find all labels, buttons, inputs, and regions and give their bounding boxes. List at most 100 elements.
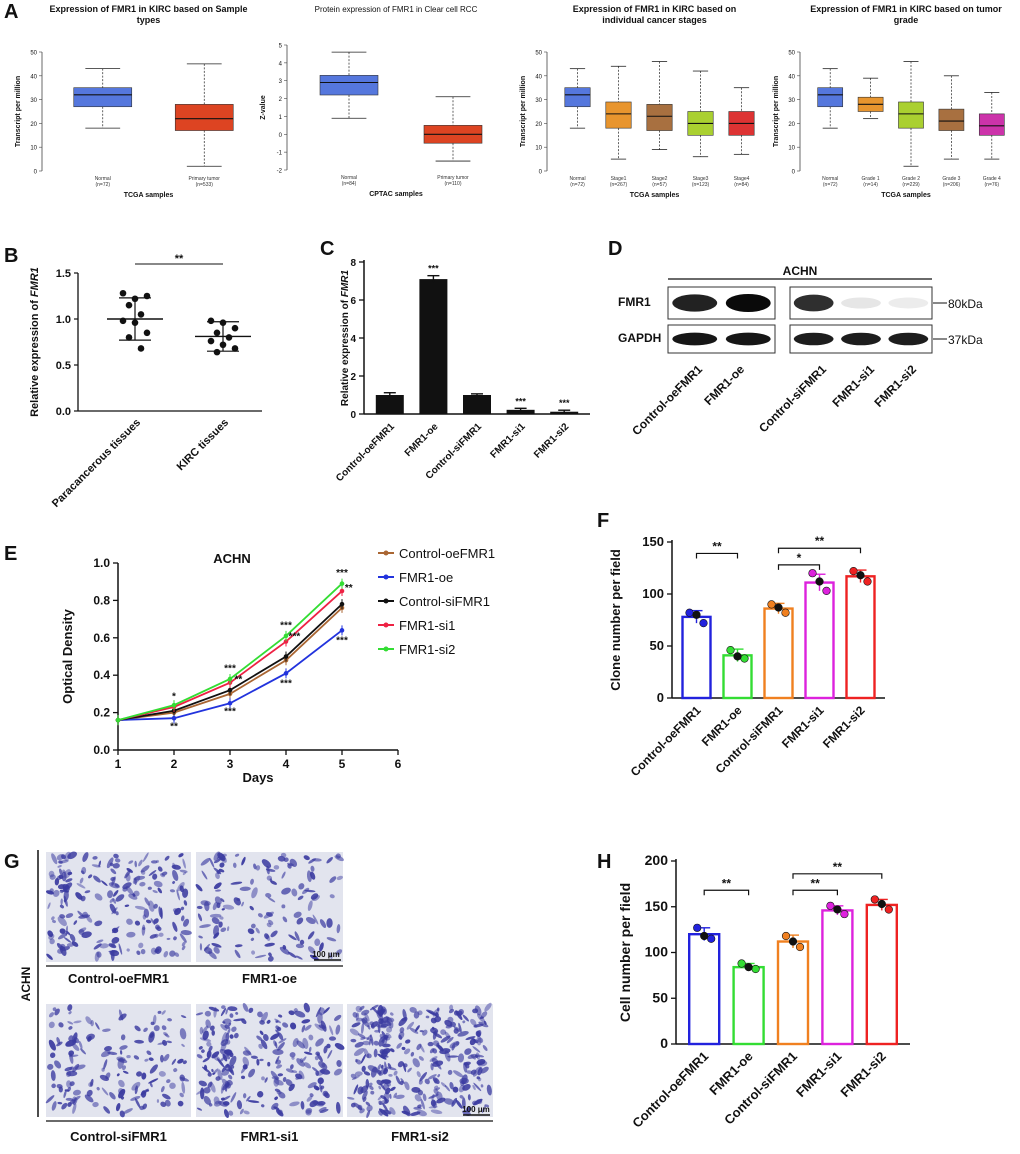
stained-cell xyxy=(416,1043,422,1051)
stained-cell xyxy=(219,1056,226,1062)
stained-cell xyxy=(434,1085,439,1090)
stained-cell xyxy=(365,1078,370,1089)
stained-cell xyxy=(267,1061,271,1067)
stained-cell xyxy=(349,1028,360,1036)
stained-cell xyxy=(163,1053,170,1062)
stained-cell xyxy=(211,917,220,925)
stained-cell xyxy=(388,1017,395,1022)
stained-cell xyxy=(298,1070,305,1080)
stained-cell xyxy=(260,1011,268,1023)
stained-cell xyxy=(369,1085,374,1090)
stained-cell xyxy=(59,904,64,909)
stained-cell xyxy=(211,1030,215,1036)
stained-cell xyxy=(308,858,316,864)
box-grade-3 xyxy=(938,108,965,131)
stained-cell xyxy=(242,1064,248,1070)
data-point xyxy=(788,937,798,946)
stained-cell xyxy=(297,895,304,901)
stained-cell xyxy=(447,1069,453,1075)
stained-cell xyxy=(370,1021,379,1028)
data-point xyxy=(781,608,790,617)
stained-cell xyxy=(160,1085,165,1093)
stained-cell xyxy=(134,920,141,926)
band-fmr1-lane1 xyxy=(672,294,718,312)
stained-cell xyxy=(108,950,118,953)
stained-cell xyxy=(390,1086,396,1092)
stained-cell xyxy=(64,1089,70,1092)
micrograph-label: FMR1-si2 xyxy=(391,1129,449,1144)
stained-cell xyxy=(432,1031,443,1039)
micrograph-label: Control-oeFMR1 xyxy=(68,971,169,986)
stained-cell xyxy=(212,1068,219,1075)
data-point xyxy=(863,577,872,586)
stained-cell xyxy=(52,919,57,924)
significance-label: ** xyxy=(722,876,732,890)
stained-cell xyxy=(221,1005,226,1009)
category-label: Grade 4 xyxy=(983,176,1001,182)
series-point xyxy=(283,671,289,676)
data-point xyxy=(774,603,783,612)
stained-cell xyxy=(464,1062,470,1069)
stained-cell xyxy=(78,927,87,933)
category-label: Stage2 xyxy=(652,176,668,182)
data-point xyxy=(219,341,227,349)
stained-cell xyxy=(251,887,258,899)
stained-cell xyxy=(409,1007,417,1013)
stained-cell xyxy=(436,1043,440,1048)
stained-cell xyxy=(142,852,149,862)
micrograph-fmr1-si1 xyxy=(195,1002,345,1119)
data-point xyxy=(119,317,127,325)
stained-cell xyxy=(382,1109,391,1115)
stained-cell xyxy=(321,1063,326,1068)
stained-cell xyxy=(213,882,222,890)
stained-cell xyxy=(228,1074,233,1080)
bar-fmr1-si2 xyxy=(865,903,898,1046)
bar-fmr1-si1 xyxy=(821,909,854,1046)
stained-cell xyxy=(171,864,181,870)
box-stage1 xyxy=(605,101,632,129)
stained-cell xyxy=(430,1099,437,1107)
lane-label: FMR1-oe xyxy=(701,362,747,408)
stained-cell xyxy=(220,1007,227,1017)
y-axis-gene: FMR1 xyxy=(29,267,41,297)
stained-cell xyxy=(226,1063,234,1074)
stained-cell xyxy=(182,858,186,869)
panel-label-b: B xyxy=(4,245,18,267)
stained-cell xyxy=(302,887,310,895)
y-axis-label: Transcript per million xyxy=(520,76,527,147)
stained-cell xyxy=(278,1014,283,1018)
stained-cell xyxy=(48,1039,56,1051)
stained-cell xyxy=(48,1012,55,1018)
stained-cell xyxy=(266,1019,271,1024)
stained-cell xyxy=(220,898,225,903)
stained-cell xyxy=(72,1095,81,1102)
stained-cell xyxy=(464,1048,472,1055)
stained-cell xyxy=(157,866,163,872)
stained-cell xyxy=(475,1054,485,1058)
stained-cell xyxy=(472,1084,476,1091)
stained-cell xyxy=(244,1046,252,1056)
stained-cell xyxy=(293,911,302,918)
x-axis-label: TCGA samples xyxy=(124,192,174,199)
stained-cell xyxy=(287,951,297,959)
y-tick-label: 30 xyxy=(535,98,542,104)
stained-cell xyxy=(63,869,72,879)
stained-cell xyxy=(169,889,176,893)
stained-cell xyxy=(110,868,117,875)
stained-cell xyxy=(335,949,343,956)
stained-cell xyxy=(208,1045,213,1052)
significance-bracket xyxy=(695,552,739,559)
stained-cell xyxy=(276,1064,282,1069)
y-tick-label: 0 xyxy=(279,133,283,139)
stained-cell xyxy=(171,1058,177,1065)
stained-cell xyxy=(161,1010,166,1015)
stained-cell xyxy=(382,1102,388,1112)
stained-cell xyxy=(154,948,160,953)
stained-cell xyxy=(65,878,73,883)
series-point xyxy=(227,687,233,693)
data-point xyxy=(767,600,776,609)
stained-cell xyxy=(355,1059,362,1065)
stained-cell xyxy=(220,927,227,932)
scale-bar-label: 100 μm xyxy=(462,1105,490,1114)
stained-cell xyxy=(120,1096,125,1100)
